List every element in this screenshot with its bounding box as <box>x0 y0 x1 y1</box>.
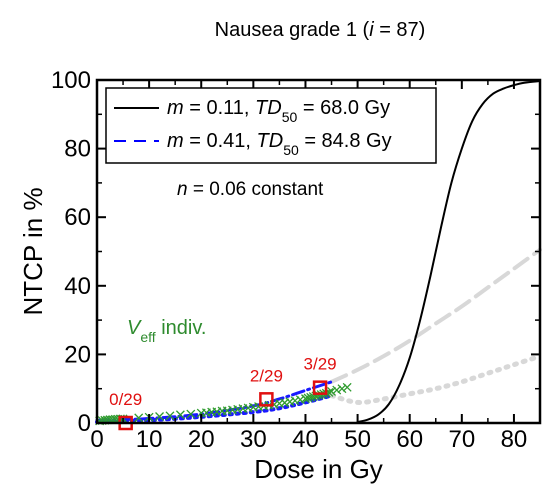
y-tick-label: 60 <box>64 204 91 231</box>
plot-layer: 0/29 2/29 3/29 <box>95 80 543 431</box>
legend-entry-label: m = 0.41, TD50 = 84.8 Gy <box>167 130 392 158</box>
individual-point <box>327 386 336 396</box>
legend-text-part: = 0.41, <box>184 130 257 152</box>
veff-main: V <box>127 317 142 339</box>
y-tick-label: 20 <box>64 341 91 368</box>
observed-bin-marker <box>259 392 274 407</box>
x-tick-label: 70 <box>448 426 475 453</box>
x-tick-label: 0 <box>90 426 103 453</box>
legend-var: TD <box>257 130 284 152</box>
legend-text-part: = 68.0 Gy <box>297 97 390 119</box>
series-line-solid-black <box>356 80 541 423</box>
point-stroke <box>165 411 175 421</box>
individual-point <box>301 394 310 404</box>
observed-bin-label: 0/29 <box>109 390 142 409</box>
y-tick-label: 40 <box>64 273 91 300</box>
point-stroke <box>186 409 196 419</box>
x-axis-label: Dose in Gy <box>254 454 383 484</box>
x-tick-label: 10 <box>136 426 163 453</box>
series-line-dashed-gray <box>329 247 542 384</box>
individual-point <box>337 384 347 394</box>
individual-point <box>134 413 144 423</box>
x-tick-label: 30 <box>240 426 267 453</box>
title-variable: i <box>369 19 374 41</box>
constant-note: n = 0.06 constant <box>177 179 324 200</box>
x-tick-label: 20 <box>188 426 215 453</box>
x-tick-label: 50 <box>344 426 371 453</box>
point-stroke <box>303 393 313 403</box>
note-text-part: = 0.06 constant <box>188 179 324 200</box>
point-stroke <box>337 384 347 394</box>
legend-var: m <box>167 97 184 119</box>
individual-point <box>303 393 313 403</box>
point-stroke <box>134 413 144 423</box>
veff-sub: eff <box>140 329 155 345</box>
legend-subscript: 50 <box>283 142 299 158</box>
y-axis-label: NTCP in % <box>18 187 48 315</box>
individual-point <box>155 412 165 421</box>
point-stroke <box>332 385 342 395</box>
individual-point <box>165 411 175 421</box>
axis-ticks: 0 10 20 30 40 50 60 70 80 0 20 40 60 80 100 <box>51 67 540 453</box>
x-tick-label: 80 <box>501 426 528 453</box>
legend-subscript: 50 <box>282 109 298 125</box>
x-tick-label: 40 <box>292 426 319 453</box>
chart-title: Nausea grade 1 (i = 87) <box>215 19 426 41</box>
individual-point <box>342 382 352 392</box>
veff-indiv-label: Veff indiv. <box>127 317 206 345</box>
individual-point <box>175 410 185 420</box>
legend: m = 0.11, TD50 = 68.0 Gym = 0.41, TD50 =… <box>105 87 437 164</box>
title-text-part: = 87) <box>374 19 426 41</box>
veff-rest: indiv. <box>156 317 207 339</box>
note-var: n <box>177 179 188 200</box>
y-tick-label: 80 <box>64 136 91 163</box>
observed-bin-marker <box>312 380 328 395</box>
legend-entry-label: m = 0.11, TD50 = 68.0 Gy <box>167 97 390 125</box>
point-stroke <box>301 394 310 404</box>
title-text-part: Nausea grade 1 ( <box>215 19 370 41</box>
observed-bin-label: 2/29 <box>250 366 283 385</box>
legend-var: TD <box>255 97 282 119</box>
legend-var: m <box>167 130 184 152</box>
series-line-dotted-gray <box>329 353 543 405</box>
point-stroke <box>175 410 185 420</box>
observed-bin-label: 3/29 <box>304 355 337 374</box>
point-stroke <box>342 382 352 392</box>
legend-box <box>105 87 437 164</box>
point-stroke <box>324 388 334 397</box>
legend-text-part: = 0.11, <box>184 97 255 119</box>
legend-text-part: = 84.8 Gy <box>299 130 392 152</box>
individual-point <box>186 409 196 419</box>
x-tick-label: 60 <box>396 426 423 453</box>
y-tick-label: 0 <box>78 410 91 437</box>
y-tick-label: 100 <box>51 67 91 94</box>
individual-point <box>332 385 342 395</box>
point-stroke <box>327 386 336 396</box>
point-stroke <box>155 412 165 421</box>
